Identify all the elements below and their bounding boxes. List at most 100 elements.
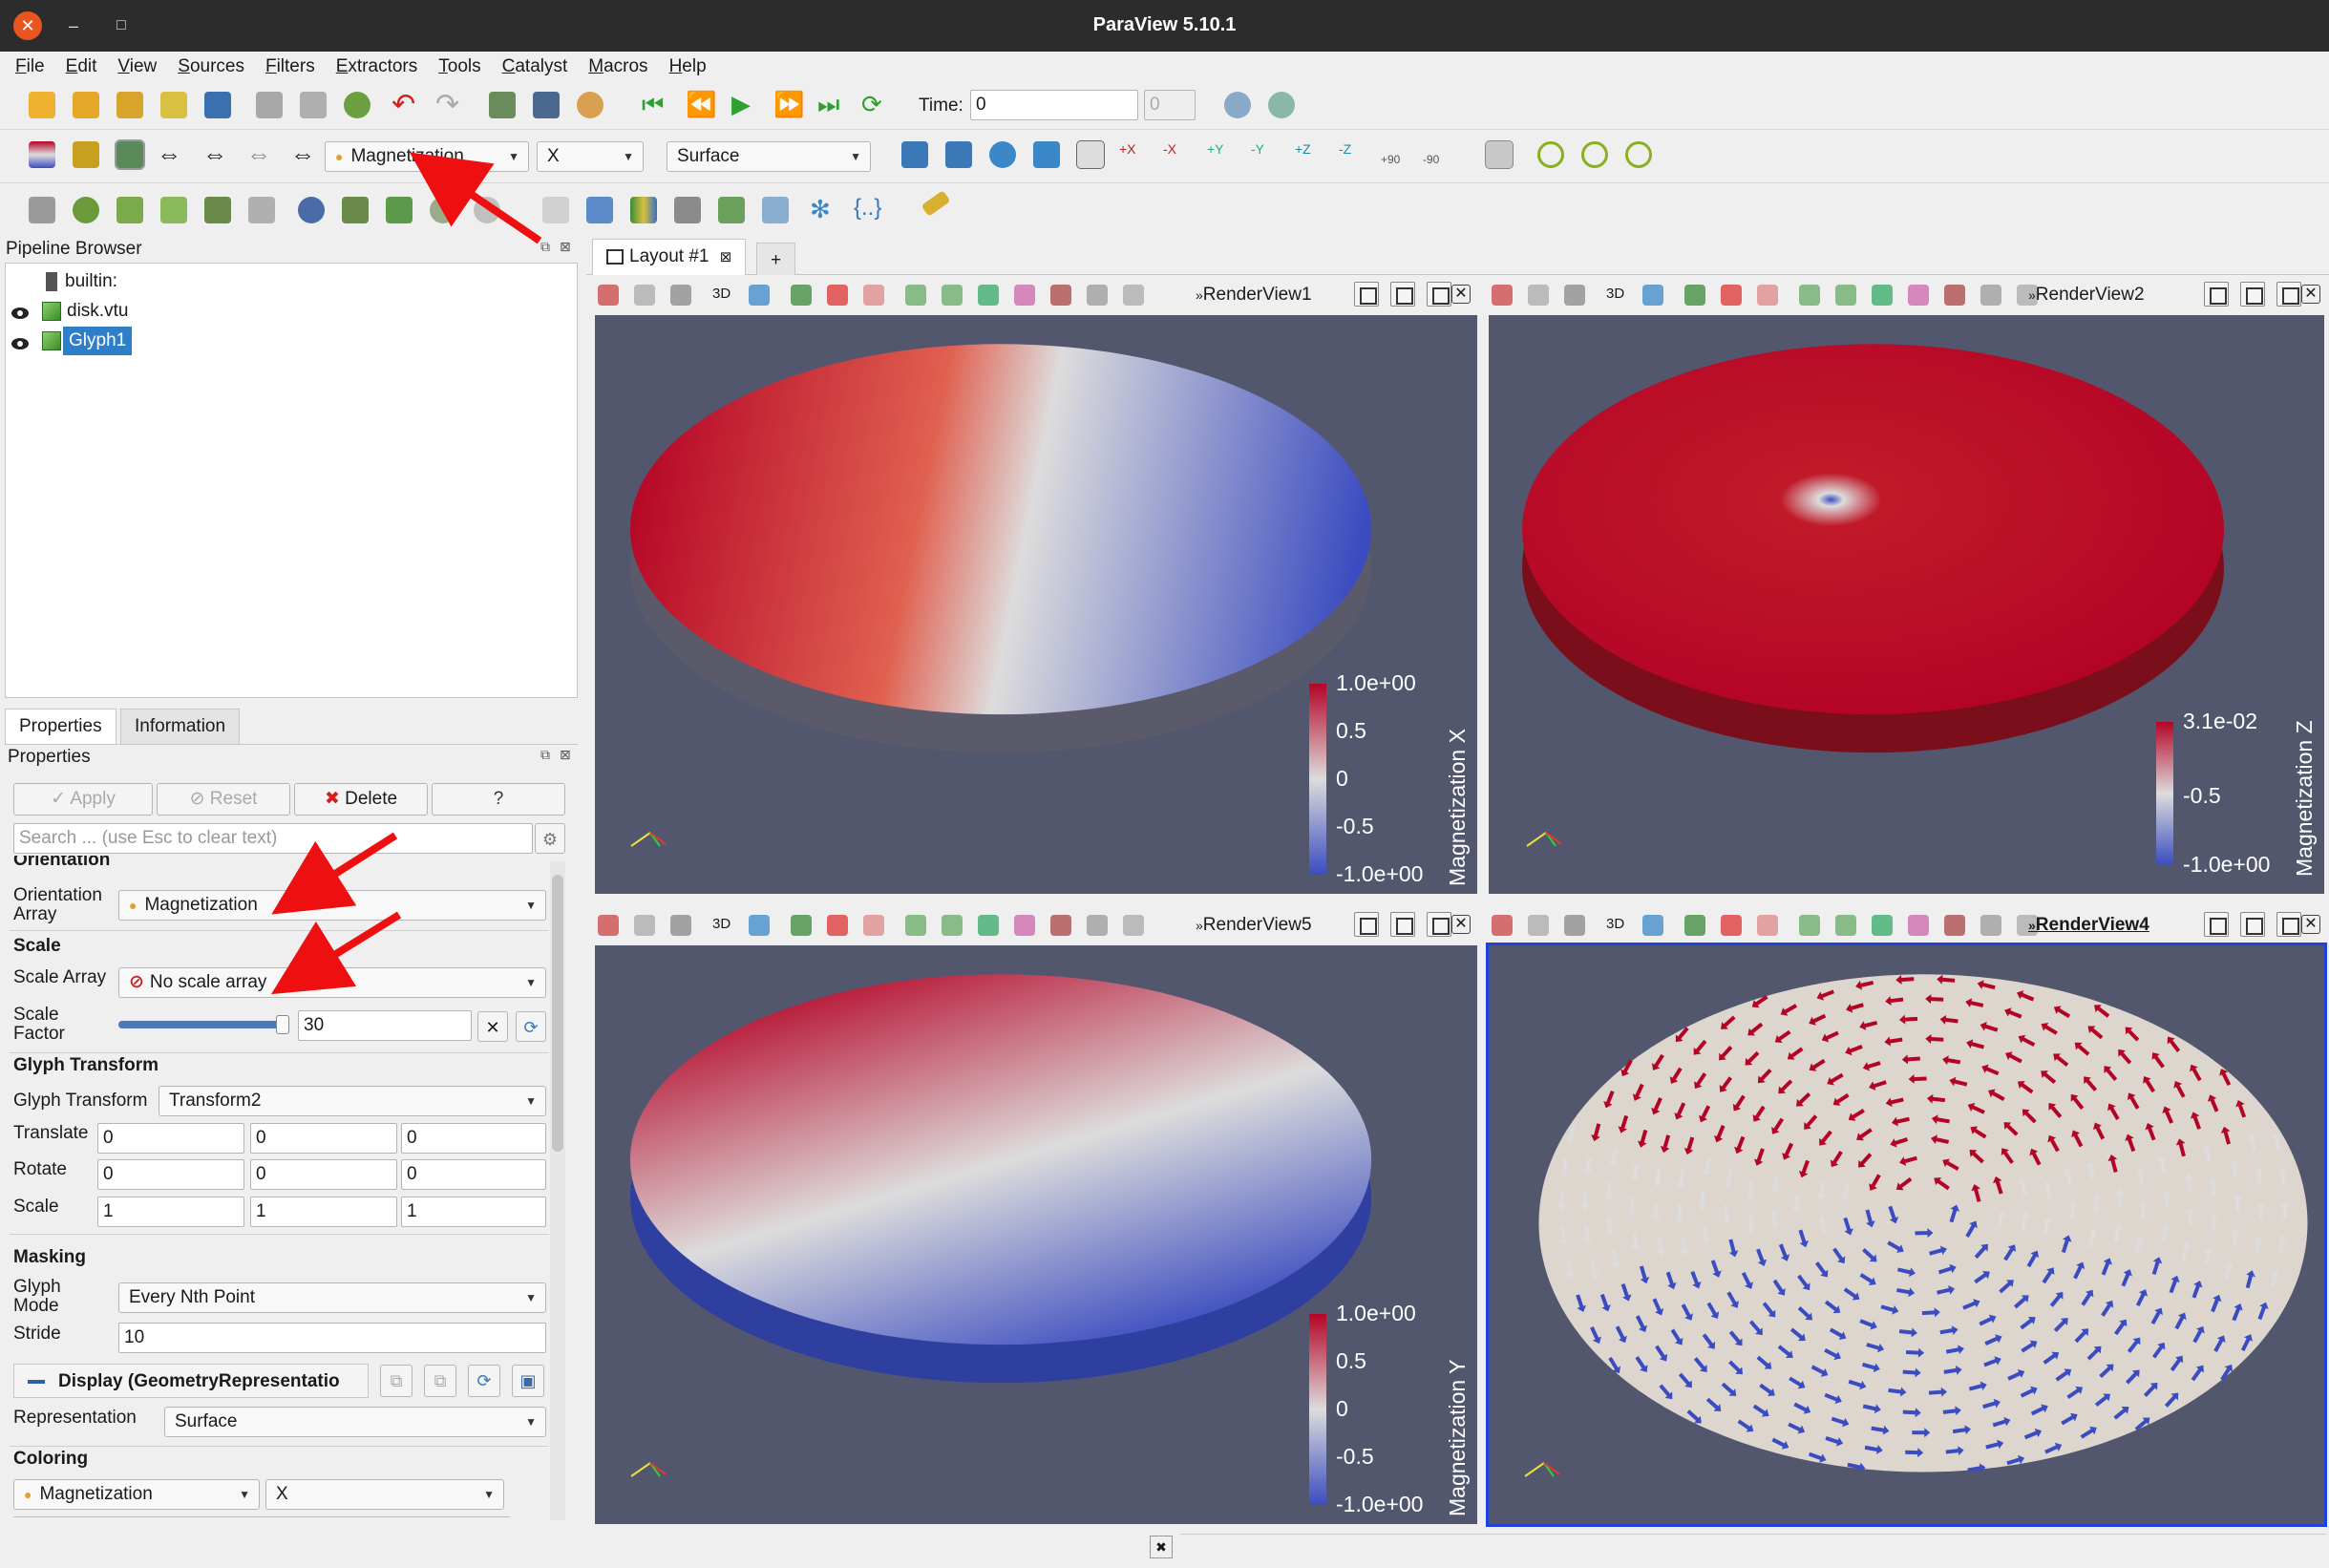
snowflake-icon[interactable]: ✻: [810, 195, 831, 223]
display-section-header[interactable]: Display (GeometryRepresentatio: [13, 1364, 369, 1398]
split-vertical-icon[interactable]: [2240, 282, 2265, 307]
threshold-icon[interactable]: [204, 197, 231, 223]
scale-factor-slider[interactable]: [118, 1015, 290, 1034]
render-view-3[interactable]: 1.0e+00 0.5 0 -0.5 -1.0e+00 Magnetization Y: [595, 945, 1477, 1524]
zoom-closest-icon[interactable]: [1268, 92, 1295, 118]
hover-points-icon[interactable]: [1087, 915, 1108, 936]
tab-information[interactable]: Information: [120, 709, 241, 745]
zoom-box-icon[interactable]: [1642, 915, 1663, 936]
maximize-view-icon[interactable]: [1427, 282, 1451, 307]
save-data-icon[interactable]: [116, 92, 143, 118]
menu-sources[interactable]: Sources: [178, 56, 244, 76]
coloring-component-dropdown[interactable]: X ▼: [265, 1479, 504, 1510]
plot-data-icon[interactable]: [674, 197, 701, 223]
open-file-icon[interactable]: [29, 92, 55, 118]
glyph-mode-dropdown[interactable]: Every Nth Point ▼: [118, 1282, 546, 1313]
zoom-box-icon[interactable]: [749, 285, 770, 306]
select-cells-icon[interactable]: [1721, 915, 1742, 936]
hover-cells-icon[interactable]: [1123, 285, 1144, 306]
view-plus-x-icon[interactable]: +X: [1119, 141, 1136, 157]
reset-center-icon[interactable]: [1625, 141, 1652, 168]
reset-camera-closest-icon[interactable]: [945, 141, 972, 168]
slider-handle[interactable]: [276, 1015, 290, 1034]
screenshot-icon[interactable]: [1564, 285, 1585, 306]
select-frustum-icon[interactable]: [863, 285, 884, 306]
color-map-editor-icon[interactable]: [29, 141, 55, 168]
rotate-minus-90-icon[interactable]: -90: [1423, 153, 1440, 166]
hover-points-icon[interactable]: [1087, 285, 1108, 306]
menu-file[interactable]: File: [15, 56, 45, 76]
rescale-temporal-range-icon[interactable]: ⇔: [290, 139, 315, 168]
close-tab-icon[interactable]: ⊠: [719, 249, 732, 265]
calculator-icon[interactable]: [29, 197, 55, 223]
delete-button[interactable]: ✖ Delete: [294, 783, 428, 816]
center-of-rotation-icon[interactable]: [1537, 141, 1564, 168]
undo-camera-icon[interactable]: [634, 285, 655, 306]
palette-icon[interactable]: [577, 92, 603, 118]
rotate-y-input[interactable]: 0: [250, 1159, 397, 1190]
apply-button[interactable]: ✓ Apply: [13, 783, 153, 816]
menu-extractors[interactable]: Extractors: [335, 56, 418, 76]
screenshot-icon[interactable]: [670, 915, 691, 936]
representation-dropdown[interactable]: Surface ▼: [667, 141, 871, 172]
zoom-data-icon[interactable]: [1224, 92, 1251, 118]
hover-cells-icon[interactable]: [1123, 915, 1144, 936]
shrink-selection-icon[interactable]: [1014, 915, 1035, 936]
view-plus-y-icon[interactable]: +Y: [1207, 141, 1224, 157]
toggle-colorbar-icon[interactable]: [73, 141, 99, 168]
shrink-selection-icon[interactable]: [1014, 285, 1035, 306]
screenshot-icon[interactable]: [1564, 915, 1585, 936]
close-view-icon[interactable]: ✕: [2301, 285, 2320, 304]
render-view-4[interactable]: [1486, 943, 2327, 1527]
toggle-3d-button[interactable]: 3D: [1606, 286, 1625, 302]
undo-icon[interactable]: ↶: [392, 89, 416, 120]
reset-session-icon[interactable]: [598, 915, 619, 936]
close-view-icon[interactable]: ✕: [1451, 285, 1471, 304]
minimize-window-button[interactable]: –: [68, 16, 78, 35]
close-view-icon[interactable]: ✕: [1451, 915, 1471, 934]
close-status-icon[interactable]: ✖: [1150, 1536, 1173, 1558]
translate-z-input[interactable]: 0: [401, 1123, 546, 1154]
clip-icon[interactable]: [116, 197, 143, 223]
rescale-data-range-icon[interactable]: ⇔: [157, 139, 181, 168]
help-button[interactable]: ?: [432, 783, 565, 816]
reset-session-icon[interactable]: [1492, 915, 1513, 936]
view-plus-z-icon[interactable]: +Z: [1295, 141, 1311, 157]
time-input[interactable]: 0: [970, 90, 1138, 120]
interactive-select-icon[interactable]: [1799, 285, 1820, 306]
reset-button[interactable]: ⊘ Reset: [157, 783, 290, 816]
split-vertical-icon[interactable]: [2240, 912, 2265, 937]
clear-selection-icon[interactable]: [1944, 915, 1965, 936]
hover-cells-icon[interactable]: [2017, 285, 2038, 306]
maximize-view-icon[interactable]: [1427, 912, 1451, 937]
rescale-custom-range-icon[interactable]: ⇔: [202, 139, 227, 168]
clear-selection-icon[interactable]: [1050, 915, 1071, 936]
coloring-array-dropdown[interactable]: ● Magnetization ▼: [13, 1479, 260, 1510]
grow-selection-icon[interactable]: [1872, 915, 1893, 936]
visibility-eye-icon[interactable]: [11, 338, 29, 350]
pipeline-item-glyph1[interactable]: Glyph1: [63, 327, 133, 355]
glyph-transform-dropdown[interactable]: Transform2 ▼: [159, 1086, 546, 1116]
select-points-icon[interactable]: [791, 285, 812, 306]
undo-camera-icon[interactable]: [1528, 915, 1549, 936]
clear-selection-icon[interactable]: [1050, 285, 1071, 306]
split-horizontal-icon[interactable]: [1354, 912, 1379, 937]
reload-icon[interactable]: ⟳: [468, 1365, 500, 1397]
menu-view[interactable]: View: [117, 56, 158, 76]
histogram-icon[interactable]: [630, 197, 657, 223]
refresh-icon[interactable]: ⟳: [516, 1011, 546, 1042]
view-minus-z-icon[interactable]: -Z: [1339, 141, 1352, 157]
screenshot-icon[interactable]: [670, 285, 691, 306]
maximize-view-icon[interactable]: [2276, 282, 2301, 307]
disconnect-icon[interactable]: [204, 92, 231, 118]
hover-cells-icon[interactable]: [2017, 915, 2038, 936]
clear-selection-icon[interactable]: [1944, 285, 1965, 306]
save-state-icon[interactable]: [256, 92, 283, 118]
color-component-dropdown[interactable]: X ▼: [537, 141, 644, 172]
view-minus-x-icon[interactable]: -X: [1163, 141, 1176, 157]
save-icon[interactable]: ▣: [512, 1365, 544, 1397]
interactive-select-icon[interactable]: [905, 915, 926, 936]
reset-session-icon[interactable]: [1492, 285, 1513, 306]
select-points-icon[interactable]: [1684, 285, 1705, 306]
collapse-icon[interactable]: [28, 1380, 45, 1384]
